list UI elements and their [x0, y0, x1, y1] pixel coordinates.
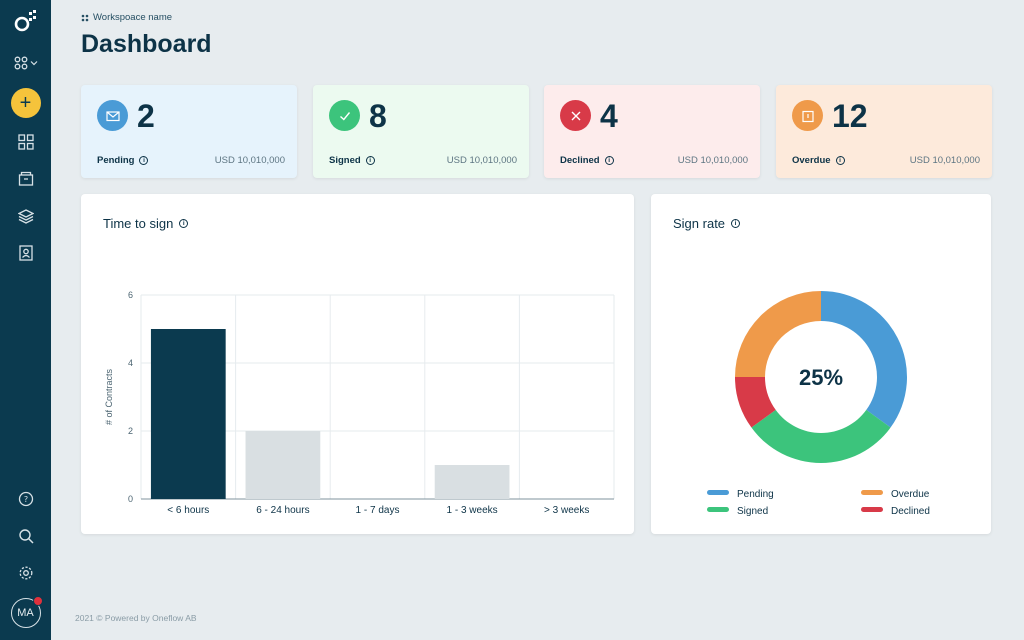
- y-axis-label: # of Contracts: [104, 368, 114, 425]
- x-icon: [571, 111, 580, 120]
- legend-label: Declined: [891, 506, 930, 517]
- folder-icon[interactable]: [14, 167, 38, 191]
- stat-count: 12: [832, 98, 868, 134]
- bar[interactable]: [434, 465, 510, 499]
- search-icon[interactable]: [14, 524, 38, 548]
- stat-card-declined[interactable]: 4 Declined i USD 10,010,000: [544, 85, 760, 178]
- stat-badge: [560, 100, 591, 131]
- stat-label-text: Overdue: [792, 155, 831, 166]
- stat-amount: USD 10,010,000: [214, 155, 285, 166]
- legend-label: Signed: [737, 506, 768, 517]
- center-label: 25%: [799, 365, 843, 390]
- avatar[interactable]: MA: [10, 596, 43, 628]
- x-tick-label: < 6 hours: [167, 505, 209, 516]
- y-tick-label: 2: [128, 426, 133, 436]
- info-icon[interactable]: i: [731, 219, 741, 228]
- grid-icon[interactable]: [14, 130, 38, 154]
- info-icon[interactable]: i: [835, 156, 845, 165]
- sign-rate-chart: 25% Pending Overdue Signed Declined: [707, 291, 930, 517]
- x-tick-label: > 3 weeks: [544, 505, 589, 516]
- legend-label: Pending: [737, 489, 774, 500]
- add-button[interactable]: +: [10, 88, 41, 118]
- legend-swatch: [861, 490, 883, 495]
- stat-label-text: Signed: [329, 155, 361, 166]
- stat-amount: USD 10,010,000: [446, 155, 517, 166]
- panel-title-text: Sign rate: [673, 216, 726, 231]
- legend-swatch: [861, 507, 883, 512]
- contact-icon[interactable]: [14, 241, 38, 265]
- stat-count: 8: [369, 98, 387, 134]
- workspace-name-label: Workspoace name: [93, 12, 173, 23]
- info-icon[interactable]: i: [365, 156, 375, 165]
- legend-label: Overdue: [891, 489, 930, 500]
- pie-slice-signed[interactable]: [751, 409, 891, 464]
- pie-slice-overdue[interactable]: [735, 291, 821, 377]
- stat-badge: [97, 100, 128, 131]
- stat-count: 4: [600, 98, 618, 134]
- checkmark-icon: [339, 111, 350, 121]
- info-icon[interactable]: i: [179, 219, 189, 228]
- stat-label-text: Declined: [560, 155, 600, 166]
- time-to-sign-panel: Time to sign i 0 2 4 6 # of Contracts < 6 hou…: [81, 194, 634, 534]
- stat-amount: USD 10,010,000: [677, 155, 748, 166]
- y-tick-label: 0: [128, 494, 133, 504]
- oneflow-logo-icon[interactable]: [12, 8, 40, 36]
- pie-slice-pending[interactable]: [821, 291, 907, 428]
- stat-card-overdue[interactable]: 12 Overdue i USD 10,010,000: [776, 85, 992, 178]
- notification-dot: [32, 596, 43, 606]
- panel-title: Time to sign i: [103, 216, 189, 231]
- stat-label: Pending i: [97, 155, 149, 166]
- workspace-icon: [81, 14, 89, 21]
- calendar-icon: [801, 110, 814, 122]
- workspace-switcher-icon: [14, 56, 27, 70]
- stat-count: 2: [137, 98, 155, 134]
- stat-badge: [329, 100, 360, 131]
- panel-title: Sign rate i: [673, 216, 741, 231]
- info-icon[interactable]: i: [604, 156, 614, 165]
- chevron-down-icon: [30, 61, 37, 66]
- stat-amount: USD 10,010,000: [909, 155, 980, 166]
- stat-label: Declined i: [560, 155, 614, 166]
- bar[interactable]: [150, 329, 226, 499]
- workspace-name[interactable]: Workspoace name: [81, 12, 172, 23]
- pie-slice-declined[interactable]: [735, 377, 776, 428]
- info-icon[interactable]: i: [139, 156, 149, 165]
- stat-card-pending[interactable]: 2 Pending i USD 10,010,000: [81, 85, 297, 178]
- x-tick-label: 1 - 7 days: [356, 505, 400, 516]
- legend-swatch: [707, 490, 729, 495]
- layers-icon[interactable]: [14, 204, 38, 228]
- envelope-icon: [105, 110, 120, 121]
- time-to-sign-chart: 0 2 4 6 # of Contracts < 6 hours 6 - 24 hours 1…: [104, 290, 615, 516]
- stat-badge: [792, 100, 823, 131]
- panel-title-text: Time to sign: [103, 216, 174, 231]
- legend-swatch: [707, 507, 729, 512]
- page-title: Dashboard: [81, 30, 212, 58]
- x-tick-label: 6 - 24 hours: [256, 505, 309, 516]
- x-tick-label: 1 - 3 weeks: [447, 505, 498, 516]
- stat-label-text: Pending: [97, 155, 135, 166]
- workspace-switcher[interactable]: [14, 56, 38, 70]
- help-icon[interactable]: ?: [14, 487, 38, 511]
- bar[interactable]: [245, 431, 321, 499]
- stat-card-signed[interactable]: 8 Signed i USD 10,010,000: [313, 85, 529, 178]
- settings-icon[interactable]: [14, 561, 38, 585]
- sidebar: + ?: [0, 0, 51, 640]
- y-tick-label: 6: [128, 290, 133, 300]
- y-tick-label: 4: [128, 358, 133, 368]
- stat-label: Signed i: [329, 155, 375, 166]
- footer-text: 2021 © Powered by Oneflow AB: [75, 613, 197, 623]
- svg-text:?: ?: [23, 495, 27, 504]
- stat-label: Overdue i: [792, 155, 845, 166]
- sign-rate-panel: Sign rate i 25% Pending Overdue Signed Decli…: [651, 194, 991, 534]
- avatar-initials: MA: [17, 607, 34, 619]
